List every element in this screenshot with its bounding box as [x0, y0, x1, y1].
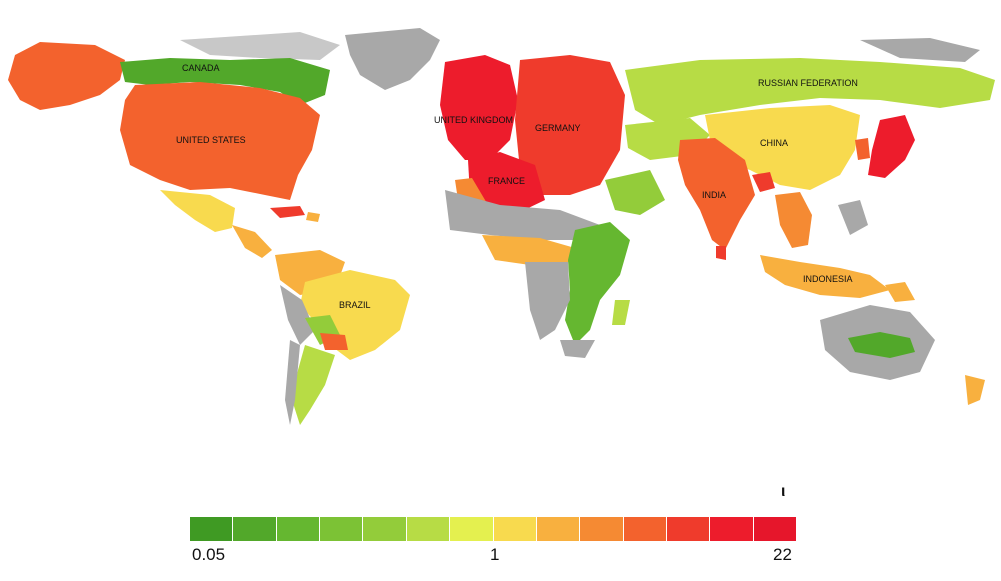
region-united-kingdom[interactable]	[440, 55, 518, 160]
region-new-zealand[interactable]	[965, 375, 985, 405]
legend-swatch-13	[753, 517, 798, 541]
region-bangladesh[interactable]	[752, 172, 775, 192]
region-caribbean-small[interactable]	[306, 212, 320, 222]
world-cartogram: CANADA UNITED STATES UNITED KINGDOM GERM…	[8, 28, 995, 425]
region-alaska[interactable]	[8, 42, 125, 110]
legend-swatch-10	[623, 517, 667, 541]
legend-swatch-7	[493, 517, 537, 541]
color-scale-legend	[190, 517, 798, 541]
region-japan[interactable]	[868, 115, 915, 178]
legend-tick-mid: 1	[490, 545, 500, 564]
legend-swatch-2	[276, 517, 321, 541]
legend-swatch-0	[190, 517, 234, 541]
label-indonesia: INDONESIA	[803, 274, 853, 284]
region-india[interactable]	[678, 138, 755, 250]
region-arctic-islands[interactable]	[180, 32, 340, 60]
region-caribbean[interactable]	[270, 206, 305, 218]
region-south-africa[interactable]	[560, 340, 595, 358]
region-germany[interactable]	[515, 55, 625, 195]
region-argentina[interactable]	[292, 345, 335, 425]
region-sri-lanka[interactable]	[716, 246, 726, 260]
legend-tick-min: 0.05	[192, 545, 226, 564]
region-north-africa[interactable]	[445, 190, 600, 240]
label-germany: GERMANY	[535, 123, 581, 133]
label-canada: CANADA	[182, 63, 220, 73]
legend-swatch-12	[710, 517, 754, 541]
region-mexico[interactable]	[160, 190, 235, 232]
region-brazil[interactable]	[300, 270, 410, 360]
region-australia-southeast[interactable]	[848, 332, 915, 358]
region-madagascar[interactable]	[612, 300, 630, 325]
legend-swatch-5	[406, 517, 451, 541]
legend-swatch-9	[580, 517, 624, 541]
label-russia: RUSSIAN FEDERATION	[758, 78, 858, 88]
mark-glyph: ι	[781, 483, 786, 500]
legend-swatch-4	[363, 517, 407, 541]
region-central-america[interactable]	[232, 225, 272, 258]
region-russia[interactable]	[625, 58, 995, 125]
region-siberia-east[interactable]	[860, 38, 980, 62]
region-indonesia[interactable]	[760, 255, 890, 298]
region-paraguay[interactable]	[320, 333, 348, 350]
region-east-africa[interactable]	[565, 222, 630, 345]
legend-swatch-11	[666, 517, 711, 541]
region-greenland[interactable]	[345, 28, 440, 90]
legend-swatch-1	[233, 517, 277, 541]
region-france[interactable]	[468, 152, 545, 212]
region-chile[interactable]	[285, 340, 300, 425]
region-united-states[interactable]	[120, 82, 320, 200]
legend-swatch-6	[450, 517, 494, 541]
region-central-africa[interactable]	[525, 262, 570, 340]
region-china[interactable]	[705, 105, 860, 190]
region-canada[interactable]	[120, 58, 330, 105]
legend-swatch-8	[536, 517, 581, 541]
region-philippines[interactable]	[838, 200, 868, 235]
label-united-kingdom: UNITED KINGDOM	[434, 115, 513, 125]
region-west-africa[interactable]	[482, 235, 575, 265]
label-brazil: BRAZIL	[339, 300, 371, 310]
legend-tick-max: 22	[773, 545, 792, 564]
label-france: FRANCE	[488, 176, 525, 186]
label-india: INDIA	[702, 190, 726, 200]
region-peru[interactable]	[280, 285, 315, 345]
region-middle-east[interactable]	[605, 170, 665, 215]
region-new-guinea[interactable]	[885, 282, 915, 302]
region-korea[interactable]	[855, 138, 870, 160]
label-china: CHINA	[760, 138, 788, 148]
region-southeast-asia[interactable]	[775, 192, 812, 248]
label-united-states: UNITED STATES	[176, 135, 246, 145]
legend-swatch-3	[320, 517, 364, 541]
